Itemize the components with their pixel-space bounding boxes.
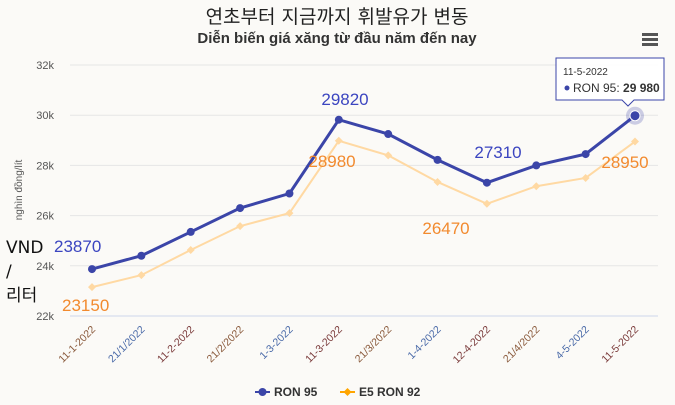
side-label-vnd: VND [6,238,44,258]
data-point [433,155,442,164]
y-tick-label: 24k [36,261,54,273]
data-point [631,137,639,146]
data-point [137,251,146,260]
data-point [88,283,96,292]
tooltip-label: RON 95: 29 980 [573,81,660,95]
data-point [581,150,590,159]
hamburger-menu-icon[interactable] [642,33,658,46]
series-line-e5-ron92 [91,139,636,289]
hovered-point [629,110,641,122]
chart-subtitle: Diễn biến giá xăng từ đầu năm đến nay [197,30,477,47]
data-point [384,151,393,160]
data-point [236,204,245,213]
x-tick-label: 4-5-2022 [554,324,592,362]
y-tick-label: 30k [36,110,54,122]
data-point [88,265,96,274]
x-tick-label: 21/3/2022 [353,324,395,366]
data-point [384,130,393,139]
y-tick-label: 32k [36,60,54,72]
data-point [532,182,541,191]
data-point [334,136,343,145]
tooltip-box [555,57,665,107]
y-tick-label: 22k [36,311,54,323]
x-tick-label: 1-4-2022 [405,324,443,362]
x-tick-label: 21/4/2022 [501,324,543,366]
legend-marker [343,388,352,396]
series-line-ron95 [91,114,636,271]
legend-label: E5 RON 92 [359,385,421,399]
legend-marker [258,388,267,396]
data-point [285,189,294,198]
x-tick-label: 11-1-2022 [56,324,98,366]
data-point [186,227,195,236]
y-tick-label: 26k [36,211,54,223]
data-point [285,209,294,218]
data-label: 26470 [422,219,469,238]
y-tick-label: 28k [36,160,54,172]
tooltip-marker [564,85,570,91]
x-tick-label: 11-5-2022 [599,324,641,366]
data-point [334,115,343,124]
x-tick-label: 11-3-2022 [303,324,345,366]
data-label: 23870 [54,237,101,256]
data-label: 28980 [308,152,355,171]
side-label-slash: / [6,262,12,282]
legend-label: RON 95 [274,385,318,399]
y-axis-label: nghìn đồng/lít [13,159,25,220]
side-unit-label: VND / 리터 [6,236,43,308]
tooltip-value: 29 980 [623,81,660,95]
data-point [482,199,491,208]
data-point [137,271,146,280]
data-point [532,161,541,170]
x-tick-label: 1-3-2022 [257,324,295,362]
data-label: 28950 [601,153,648,172]
tooltip-date: 11-5-2022 [563,67,608,78]
data-label: 27310 [474,143,521,162]
x-tick-label: 21/1/2022 [106,324,148,366]
chart-title: 연초부터 지금까지 휘발유가 변동 [206,6,469,28]
x-tick-label: 12-4-2022 [451,324,493,366]
data-point [433,177,442,186]
x-tick-label: 11-2-2022 [155,324,197,366]
data-label: 29820 [321,90,368,109]
data-point [482,178,491,187]
x-tick-label: 21/2/2022 [205,324,247,366]
data-point [581,173,590,182]
data-label: 23150 [62,296,109,315]
data-point [186,245,195,254]
data-point [236,222,245,231]
side-label-liter: 리터 [6,286,38,306]
